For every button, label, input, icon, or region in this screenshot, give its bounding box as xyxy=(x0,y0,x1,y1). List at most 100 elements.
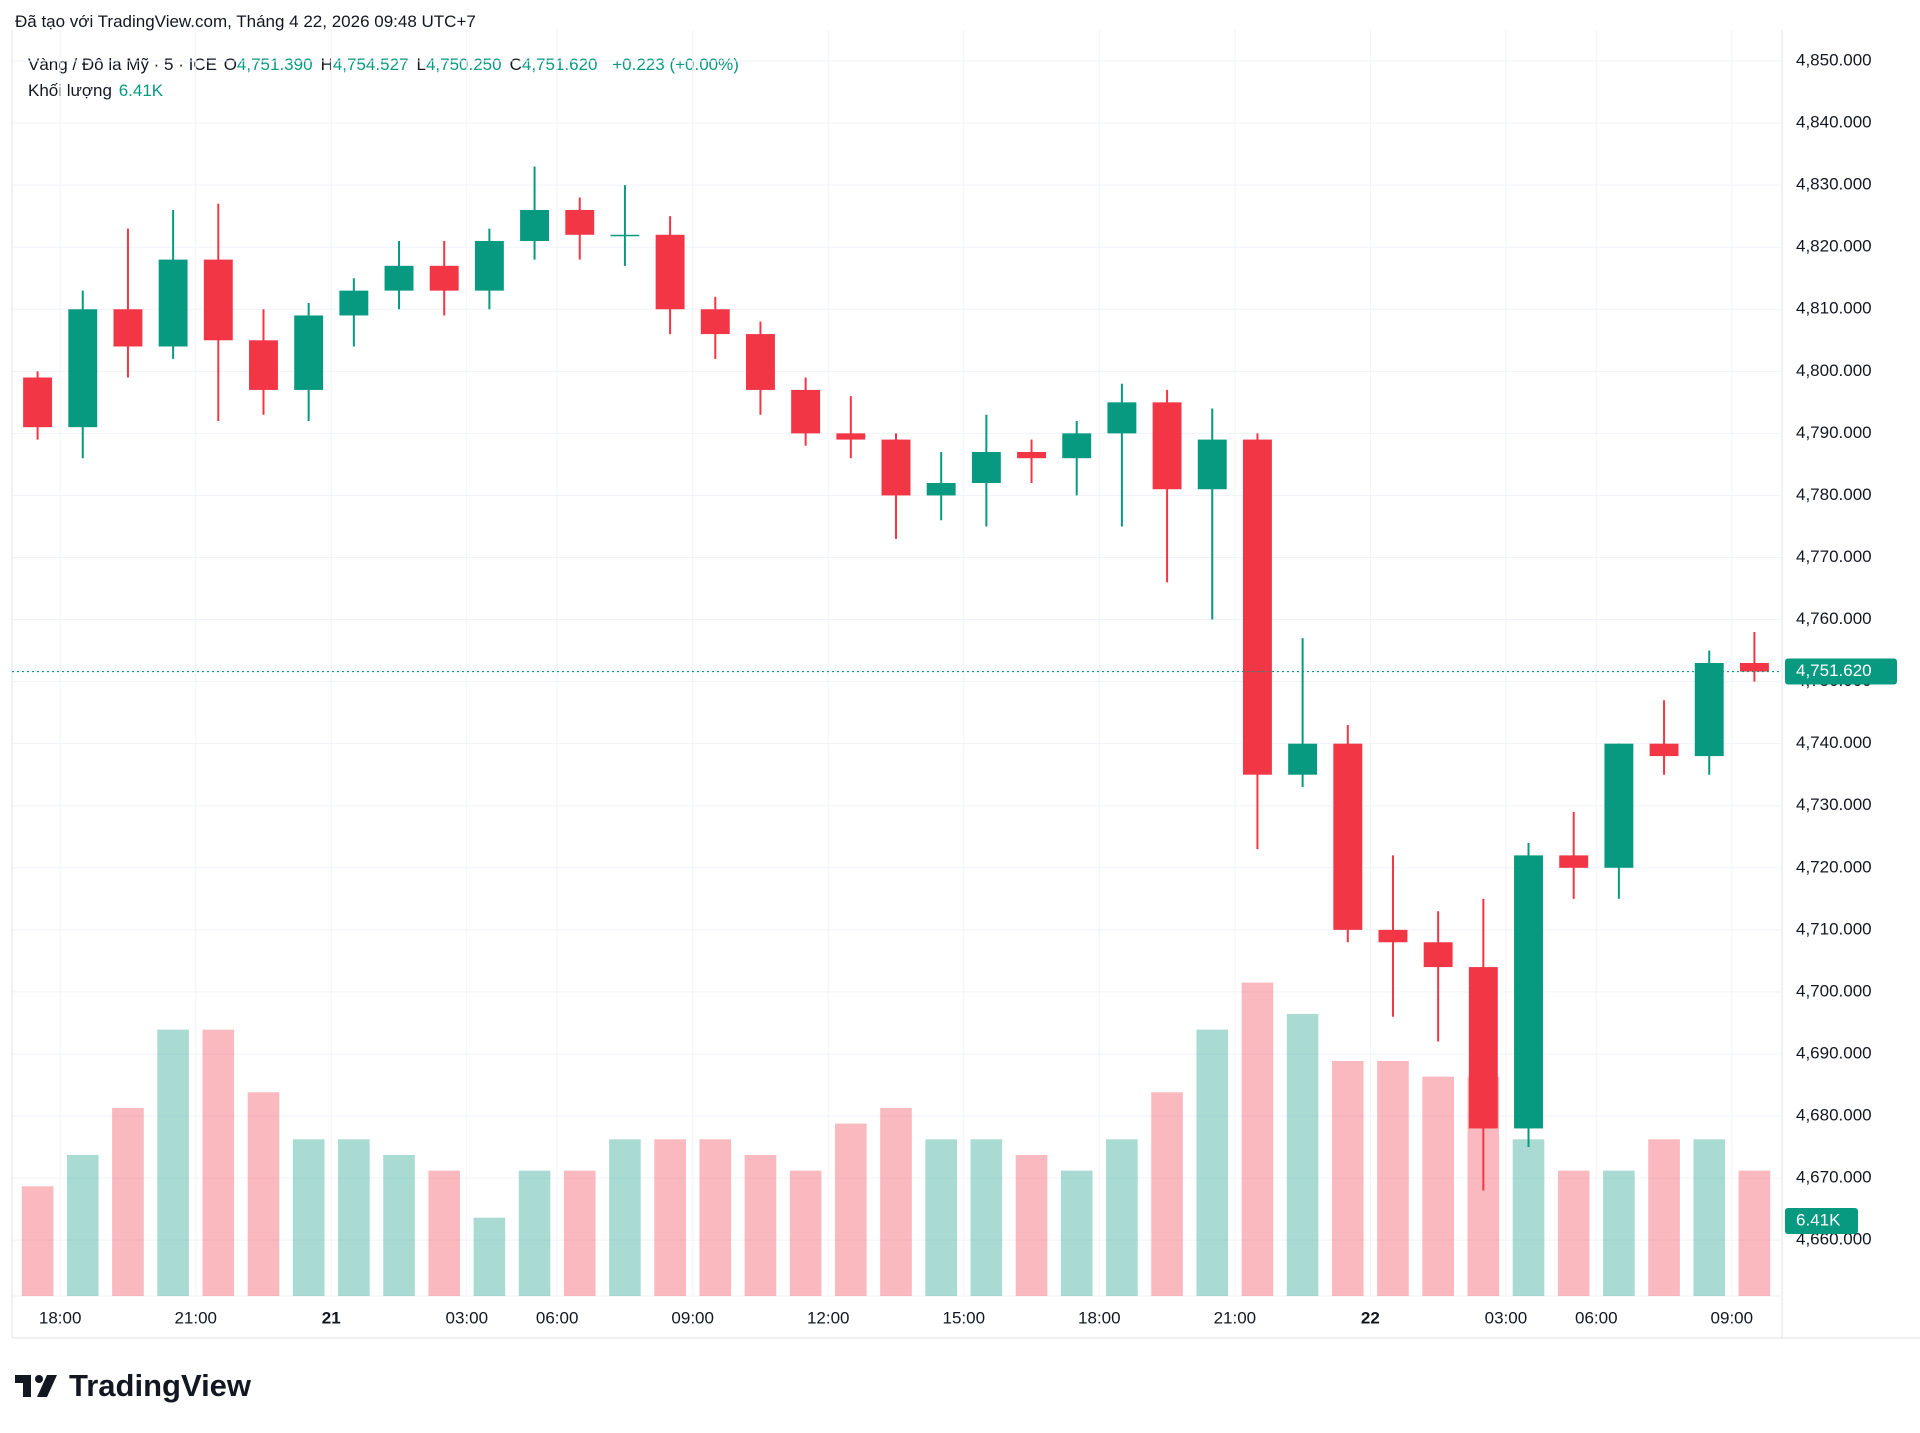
volume-bar xyxy=(292,1139,325,1296)
x-tick-label: 18:00 xyxy=(39,1308,82,1327)
candle-body xyxy=(1062,433,1092,459)
volume-title: Khối lượng xyxy=(28,81,112,100)
last-price-badge xyxy=(1785,658,1897,685)
y-tick-label: 4,830.000 xyxy=(1796,175,1872,194)
volume-bar xyxy=(835,1123,867,1296)
candle-body xyxy=(1514,855,1543,1129)
candle-body xyxy=(1242,439,1272,775)
y-tick-label: 4,680.000 xyxy=(1796,1106,1872,1125)
candle-body xyxy=(1152,402,1182,490)
candle-body xyxy=(1694,662,1724,757)
x-tick-label: 21:00 xyxy=(1214,1308,1257,1327)
y-tick-label: 4,780.000 xyxy=(1796,485,1872,504)
logo: TradingView xyxy=(15,1368,251,1404)
candle-body xyxy=(791,389,821,434)
x-tick-label: 03:00 xyxy=(1485,1308,1528,1327)
candle-body xyxy=(1739,662,1769,672)
volume-bar xyxy=(247,1092,280,1296)
candle-body xyxy=(1333,743,1363,930)
volume-bar xyxy=(1422,1076,1454,1296)
symbol: Vàng / Đô la Mỹ · 5 · ICE xyxy=(28,55,217,74)
candle-body xyxy=(429,265,459,291)
candle-body xyxy=(474,240,504,291)
x-tick-label: 06:00 xyxy=(1575,1308,1618,1327)
y-tick-label: 4,850.000 xyxy=(1796,51,1872,70)
chart: 4,660.000 4,670.000 4,680.000 4,690.000 4,70… xyxy=(11,30,1920,1339)
x-tick-label: 09:00 xyxy=(1711,1308,1754,1327)
x-tick-label: 22 xyxy=(1361,1308,1380,1327)
candle-body xyxy=(1604,743,1634,868)
y-tick-label: 4,720.000 xyxy=(1796,857,1872,876)
volume-bar xyxy=(789,1170,822,1296)
volume-bar xyxy=(383,1154,415,1296)
ohlc-legend: Vàng / Đô la Mỹ · 5 · ICE O4,751.390 H4,7… xyxy=(28,55,741,75)
y-tick-label: 4,690.000 xyxy=(1796,1043,1872,1062)
ohlc-key: H xyxy=(320,55,333,74)
candle-body xyxy=(113,309,143,347)
candle-body xyxy=(926,483,956,496)
candle-body xyxy=(1288,743,1318,775)
candle-body xyxy=(339,290,369,316)
volume-bar xyxy=(563,1170,596,1296)
volume-bar xyxy=(1286,1013,1319,1296)
volume-bar xyxy=(1648,1139,1680,1296)
volume-bar xyxy=(1512,1139,1545,1296)
logo-mark xyxy=(15,1375,57,1397)
candle-body xyxy=(520,209,550,241)
ohlc-value: 4,751.620 xyxy=(521,55,598,74)
ohlc-key: L xyxy=(416,55,426,74)
y-tick-label: 4,810.000 xyxy=(1796,299,1872,318)
candle-body xyxy=(746,334,775,390)
x-tick-label: 21:00 xyxy=(174,1308,217,1327)
volume-bar xyxy=(1151,1092,1183,1296)
y-tick-label: 4,670.000 xyxy=(1796,1168,1872,1187)
volume-legend: Khối lượng 6.41K xyxy=(28,81,165,101)
logo-text: TradingView xyxy=(69,1368,252,1403)
x-tick-label: 21 xyxy=(322,1308,341,1327)
candle-body xyxy=(1107,402,1137,434)
volume-bar xyxy=(1106,1139,1138,1296)
y-tick-label: 4,710.000 xyxy=(1796,919,1872,938)
y-tick-label: 4,770.000 xyxy=(1796,547,1872,566)
volume-bar xyxy=(1060,1170,1093,1296)
candle-body xyxy=(1559,855,1589,868)
volume-bar xyxy=(1603,1170,1635,1296)
volume-bar xyxy=(157,1029,189,1296)
y-tick-label: 4,820.000 xyxy=(1796,237,1872,256)
candle-body xyxy=(881,439,911,496)
volume-bar xyxy=(112,1107,144,1296)
ohlc-value: 4,751.390 xyxy=(236,55,313,74)
x-tick-label: 18:00 xyxy=(1078,1308,1121,1327)
candle-body xyxy=(1649,743,1679,757)
candle-body xyxy=(655,234,685,310)
ohlc-key: O xyxy=(223,55,237,74)
ohlc-values: O4,751.390 H4,754.527 L4,750.250 C4,751.620 xyxy=(224,55,606,74)
x-tick-label: 03:00 xyxy=(446,1308,489,1327)
volume-bar xyxy=(1738,1170,1771,1296)
last-price-label: 4,751.620 xyxy=(1796,661,1872,680)
x-tick-label: 15:00 xyxy=(942,1308,985,1327)
candle-body xyxy=(203,259,233,341)
candle-body xyxy=(1197,439,1227,490)
volume-bar xyxy=(744,1154,777,1296)
y-tick-label: 4,700.000 xyxy=(1796,981,1872,1000)
volume-bar xyxy=(202,1029,235,1296)
candle-body xyxy=(565,209,595,235)
change: +0.223 (+0.00%) xyxy=(612,55,739,74)
volume-badge xyxy=(1785,1208,1858,1234)
candle-body xyxy=(971,451,1001,484)
candle-body xyxy=(700,309,730,335)
ohlc-value: 4,754.527 xyxy=(332,55,409,74)
x-tick-label: 12:00 xyxy=(807,1308,850,1327)
y-tick-label: 4,660.000 xyxy=(1796,1230,1872,1249)
volume-bar xyxy=(654,1139,686,1296)
volume-bar xyxy=(970,1139,1003,1296)
candle-body xyxy=(1423,942,1453,968)
volume-bar xyxy=(609,1139,641,1296)
x-tick-label: 09:00 xyxy=(671,1308,714,1327)
candle-body xyxy=(1468,967,1498,1129)
y-tick-label: 4,800.000 xyxy=(1796,361,1872,380)
y-tick-label: 4,740.000 xyxy=(1796,733,1872,752)
